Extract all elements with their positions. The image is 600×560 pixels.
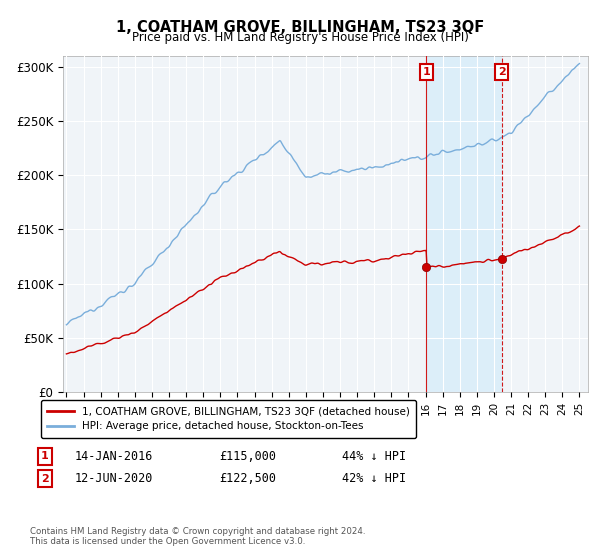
Text: 1: 1: [41, 451, 49, 461]
Bar: [426, 56, 502, 392]
Text: Price paid vs. HM Land Registry's House Price Index (HPI): Price paid vs. HM Land Registry's House …: [131, 31, 469, 44]
Text: 1: 1: [422, 67, 430, 77]
Text: 44% ↓ HPI: 44% ↓ HPI: [342, 450, 406, 463]
Text: 14-JAN-2016: 14-JAN-2016: [75, 450, 154, 463]
Text: 1, COATHAM GROVE, BILLINGHAM, TS23 3QF: 1, COATHAM GROVE, BILLINGHAM, TS23 3QF: [116, 20, 484, 35]
Legend: 1, COATHAM GROVE, BILLINGHAM, TS23 3QF (detached house), HPI: Average price, det: 1, COATHAM GROVE, BILLINGHAM, TS23 3QF (…: [41, 400, 416, 438]
Text: 2: 2: [41, 474, 49, 484]
Text: 12-JUN-2020: 12-JUN-2020: [75, 472, 154, 486]
Text: Contains HM Land Registry data © Crown copyright and database right 2024.
This d: Contains HM Land Registry data © Crown c…: [30, 526, 365, 546]
Text: £115,000: £115,000: [219, 450, 276, 463]
Text: £122,500: £122,500: [219, 472, 276, 486]
Text: 2: 2: [498, 67, 506, 77]
Text: 42% ↓ HPI: 42% ↓ HPI: [342, 472, 406, 486]
